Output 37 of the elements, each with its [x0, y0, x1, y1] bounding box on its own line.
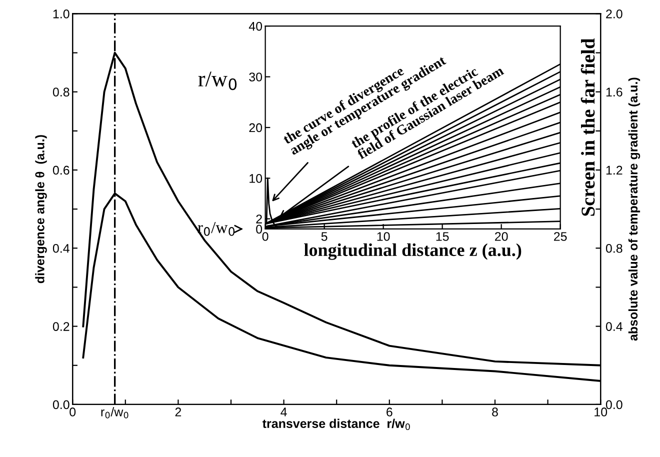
y-tick-label: 20 [249, 123, 262, 132]
y-tick-label: 2 [256, 214, 262, 224]
text: 0.0 [606, 400, 622, 410]
y-axis-title: r/w$_{0}$ [198, 72, 237, 90]
x-tick-label: 4 [280, 408, 287, 416]
y-tick-label: 0.8 [52, 88, 70, 97]
x-tick-label: 0 [262, 232, 268, 241]
x-tick-label: 10 [377, 232, 390, 241]
x-tick-label: 8 [492, 408, 498, 416]
text: 2.0 [606, 10, 622, 18]
y-tick-label: 0 [256, 224, 262, 234]
x-tick-label: 15 [436, 232, 449, 241]
x-tick-label: 25 [554, 232, 567, 241]
x-axis-title: transverse distance r/w$_{0}$ [262, 418, 410, 430]
x-tick-label: 5 [321, 232, 328, 241]
x-tick-label: 10 [594, 408, 608, 416]
y-tick-label: 10 [250, 174, 262, 183]
x-tick-label: r$_{0}$/w$_{0}$ [101, 407, 128, 418]
annotation: Screen in the far field [580, 38, 595, 216]
y2-tick-label: 0.4 [606, 322, 622, 331]
y2-tick-label: 0.8 [606, 244, 622, 253]
y-tick-label: 0.6 [52, 166, 70, 175]
y2-axis-title: absolute value of temperature gradient (a.u.) [628, 78, 640, 341]
x-tick-label: 20 [495, 232, 508, 241]
y2-tick-label: 1.2 [606, 166, 622, 175]
text: 1.0 [53, 10, 70, 18]
y-tick-label: 30 [249, 72, 262, 82]
y2-tick-label: 1.6 [606, 88, 622, 97]
y-tick-label: 0.4 [52, 244, 70, 253]
y-tick-label: 0.2 [52, 322, 70, 331]
x-tick-label: 2 [175, 408, 182, 416]
text: 0.0 [52, 400, 70, 410]
x-axis-title: longitudinal distance z (a.u.) [304, 243, 522, 260]
y-axis-title: divergence angle θ (a.u.) [35, 135, 47, 284]
y-tick-label: 40 [248, 22, 262, 31]
x-tick-label: 6 [386, 408, 392, 416]
x-tick-label: 0 [70, 408, 76, 416]
